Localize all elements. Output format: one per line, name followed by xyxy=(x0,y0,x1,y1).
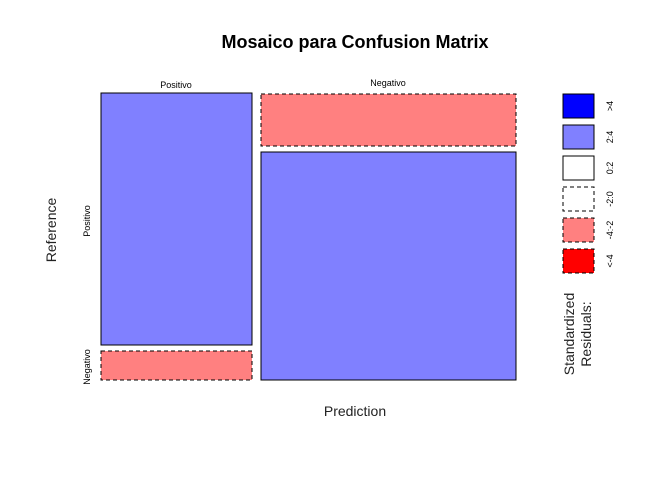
legend-swatch-2to4 xyxy=(562,124,595,150)
legend-swatch-neg4toneg2 xyxy=(562,217,595,243)
legend-swatch-neg2to0 xyxy=(562,186,595,212)
chart-title: Mosaico para Confusion Matrix xyxy=(221,32,488,52)
legend: >4 2:4 0:2 -2:0 -4:-2 <-4 Standardized R… xyxy=(561,93,615,376)
legend-swatch-ltneg4 xyxy=(562,248,595,274)
legend-label-neg4toneg2: -4:-2 xyxy=(605,221,615,240)
x-axis-label: Prediction xyxy=(324,403,386,419)
y-tick-positivo: Positivo xyxy=(82,205,92,237)
legend-label-gt4: >4 xyxy=(605,101,615,111)
legend-label-ltneg4: <-4 xyxy=(605,254,615,267)
tile-pred-negativo-ref-positivo xyxy=(260,93,517,147)
x-tick-negativo: Negativo xyxy=(370,78,406,88)
legend-label-neg2to0: -2:0 xyxy=(605,191,615,207)
legend-label-2to4: 2:4 xyxy=(605,131,615,144)
legend-title-line2: Residuals: xyxy=(578,301,594,366)
legend-swatch-gt4 xyxy=(562,93,595,119)
y-tick-negativo: Negativo xyxy=(82,349,92,385)
legend-swatch-0to2 xyxy=(562,155,595,181)
x-tick-positivo: Positivo xyxy=(160,80,192,90)
tile-pred-negativo-ref-negativo xyxy=(260,151,517,381)
y-axis-label: Reference xyxy=(43,197,59,262)
tile-pred-positivo-ref-negativo xyxy=(100,350,253,381)
legend-title-line1: Standardized xyxy=(561,293,577,376)
legend-label-0to2: 0:2 xyxy=(605,162,615,175)
tile-pred-positivo-ref-positivo xyxy=(100,92,253,346)
